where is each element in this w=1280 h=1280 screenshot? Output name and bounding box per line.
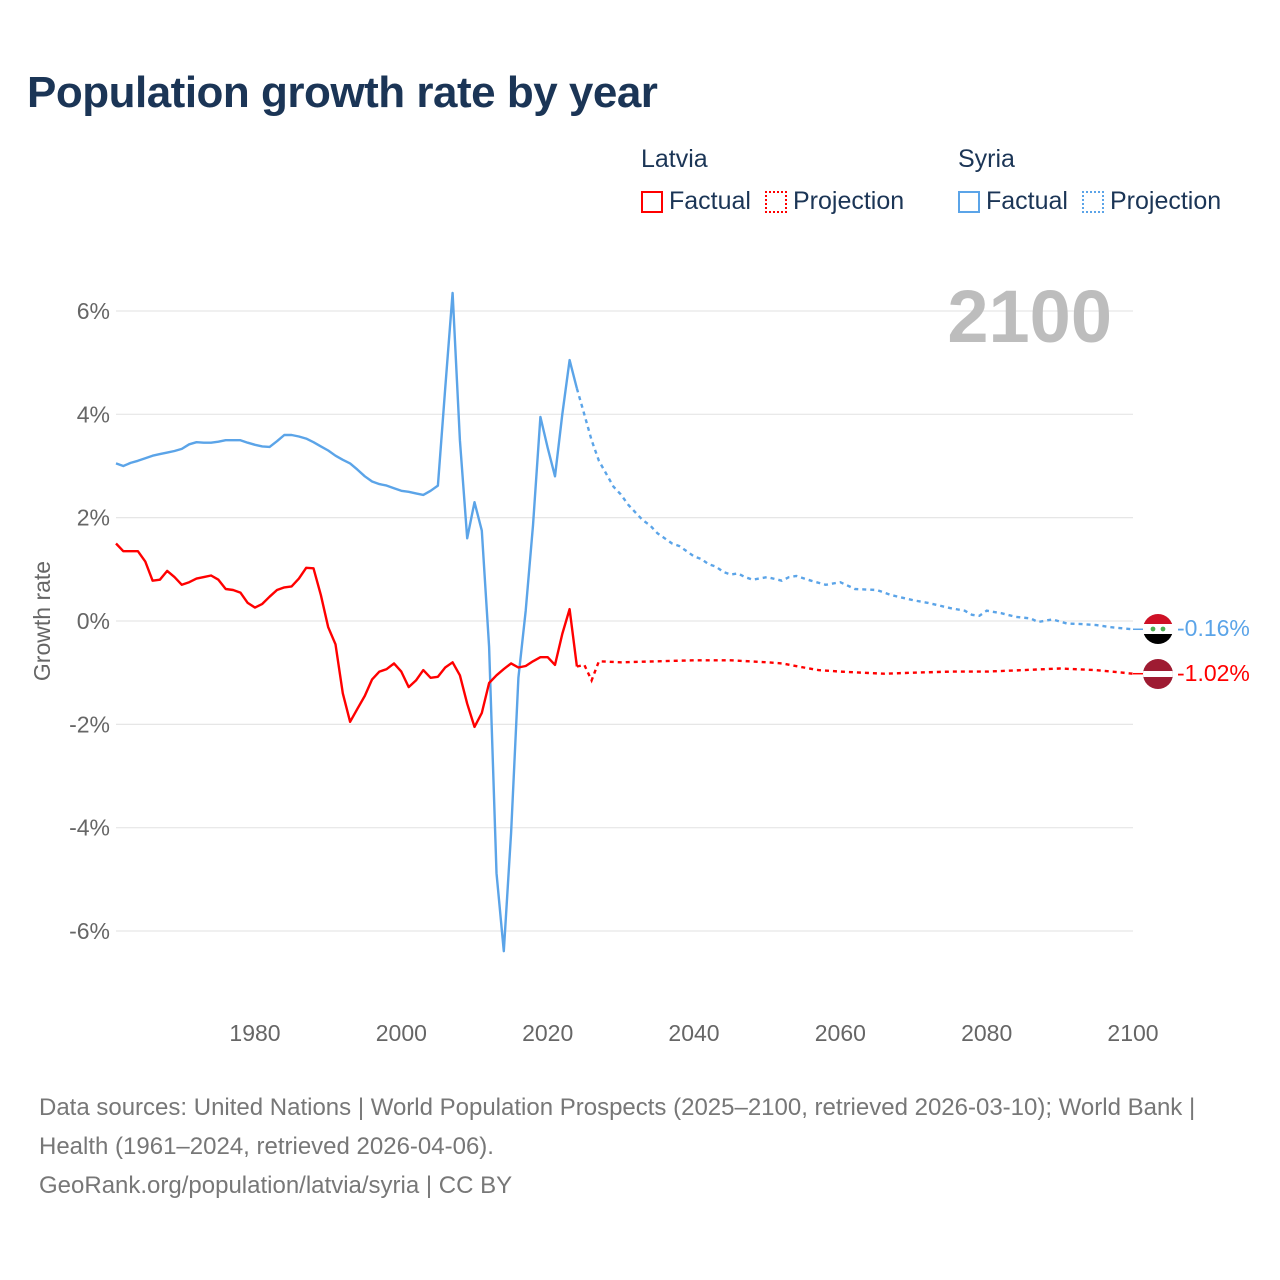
y-tick-label: -2%: [69, 711, 110, 737]
x-tick-label: 1980: [229, 1020, 280, 1046]
y-tick-label: -6%: [69, 918, 110, 944]
y-tick-label: 6%: [77, 298, 110, 324]
x-tick-label: 2040: [668, 1020, 719, 1046]
legend-latvia-factual[interactable]: Factual: [641, 187, 751, 216]
y-axis-label: Growth rate: [29, 561, 55, 681]
legend-syria-projection[interactable]: Projection: [1081, 187, 1222, 216]
y-tick-label: 4%: [77, 401, 110, 427]
latvia-end-label: -1.02%: [1177, 660, 1250, 686]
x-tick-label: 2000: [376, 1020, 427, 1046]
syria-projection-line: [575, 388, 1134, 631]
legend-syria-factual[interactable]: Factual: [958, 187, 1068, 216]
y-tick-label: 2%: [77, 505, 110, 531]
legend-latvia-projection[interactable]: Projection: [764, 187, 905, 216]
chart-title: Population growth rate by year: [27, 68, 658, 117]
legend-label: Factual: [986, 187, 1068, 215]
x-tick-label: 2020: [522, 1020, 573, 1046]
syria-end-label: -0.16%: [1177, 615, 1250, 641]
solid-swatch-icon: [641, 190, 663, 213]
y-tick-label: 0%: [77, 608, 110, 634]
credit-link[interactable]: GeoRank.org/population/latvia/syria | CC…: [39, 1172, 513, 1199]
y-tick-label: -4%: [69, 815, 110, 841]
legend-label: Factual: [669, 187, 751, 215]
legend-label: Projection: [792, 187, 905, 215]
legend-country-label: Syria: [958, 145, 1015, 173]
dotted-swatch-icon: [1081, 190, 1104, 213]
latvia-factual-line: [115, 542, 579, 729]
solid-swatch-icon: [958, 190, 980, 213]
data-sources: Data sources: United Nations | World Pop…: [39, 1094, 1196, 1160]
legend-label: Projection: [1109, 187, 1222, 215]
footer: Data sources: United Nations | World Pop…: [39, 1088, 1239, 1205]
legend-latvia: Latvia Factual Projection: [641, 145, 904, 216]
legend-country-label: Latvia: [641, 145, 708, 173]
year-indicator: 2100: [947, 275, 1112, 358]
latvia-flag-icon: [1143, 659, 1173, 689]
legend-syria: Syria Factual Projection: [958, 145, 1221, 216]
latvia-projection-line: [576, 659, 1134, 684]
syria-factual-line: [115, 291, 579, 953]
syria-flag-icon: [1143, 614, 1173, 644]
x-tick-label: 2100: [1107, 1020, 1158, 1046]
dotted-swatch-icon: [764, 190, 787, 213]
x-tick-label: 2080: [961, 1020, 1012, 1046]
x-tick-label: 2060: [815, 1020, 866, 1046]
